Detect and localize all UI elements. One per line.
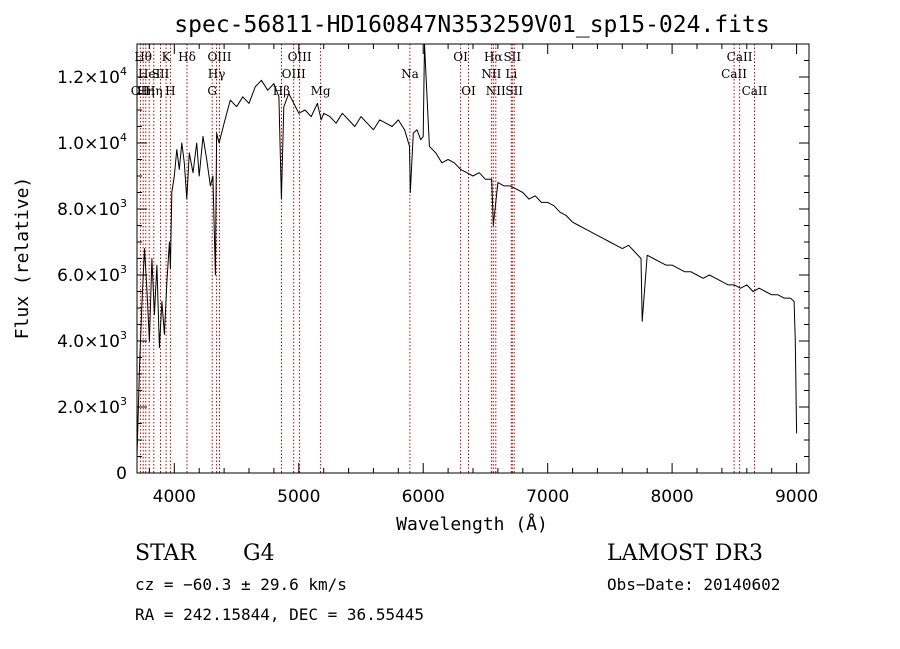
x-tick-label: 8000 (650, 487, 693, 507)
spectral-line-label: CaII (742, 84, 768, 98)
spectral-line-label: Hβ (273, 84, 290, 98)
spectral-line-label: OII (131, 84, 151, 98)
plot-frame (136, 43, 810, 474)
spectral-line-label: SII (503, 50, 521, 64)
y-tick-label: 0 (116, 464, 127, 484)
spectral-line-label: NII (486, 84, 506, 98)
coordinates-readout: RA = 242.15844, DEC = 36.55445 (135, 605, 424, 624)
spectral-line-label: Hη (145, 84, 163, 98)
spectral-line-label: OIII (207, 50, 231, 64)
chart-title: spec-56811-HD160847N353259V01_sp15-024.f… (174, 12, 769, 38)
object-subclass: G4 (243, 541, 275, 566)
x-axis: 4000 5000 6000 7000 8000 9000 (148, 44, 818, 507)
spectral-line-label: OI (453, 50, 468, 64)
x-tick-label: 9000 (775, 487, 818, 507)
x-tick-label: 6000 (402, 487, 445, 507)
spectral-line-label: Na (401, 67, 419, 81)
spectral-line-label: SII (152, 67, 170, 81)
spectrum-series-line (136, 43, 798, 457)
spectral-line-label: OIII (288, 50, 312, 64)
y-tick-label: 8.0×103 (57, 197, 127, 220)
spectral-line-label: Hη (137, 84, 155, 98)
spectral-line-labels: OIIHθHηHeIHηSIIKHHδGHγOIIIHβOIIIOIIIMgNa… (131, 50, 768, 98)
y-tick-label: 2.0×103 (57, 395, 127, 418)
spectral-line-label: CaII (727, 50, 753, 64)
redshift-readout: cz = −60.3 ± 29.6 km/s (135, 575, 347, 594)
y-axis-title: Flux (relative) (12, 177, 33, 340)
spectral-lines (139, 44, 755, 473)
spectral-line-label: CaII (721, 67, 747, 81)
spectral-line-label: Hα (484, 50, 503, 64)
spectral-line-label: OIII (282, 67, 306, 81)
y-tick-label: 1.0×104 (57, 131, 127, 154)
x-tick-label: 4000 (153, 487, 196, 507)
spectral-line-label: NII (481, 67, 501, 81)
y-tick-label: 6.0×103 (57, 263, 127, 286)
spectral-line-label: Li (505, 67, 517, 81)
y-tick-label: 4.0×103 (57, 329, 127, 352)
x-tick-label: 5000 (277, 487, 320, 507)
spectral-line-label: OI (461, 84, 476, 98)
x-tick-label: 7000 (526, 487, 569, 507)
object-class: STAR (135, 541, 197, 566)
spectral-line-label: Hδ (178, 50, 196, 64)
observation-date: Obs−Date: 20140602 (607, 575, 780, 594)
spectral-line-label: SII (505, 84, 523, 98)
spectral-line-label: H (165, 84, 175, 98)
spectral-line-label: Hγ (208, 67, 226, 81)
survey-name: LAMOST DR3 (607, 541, 763, 566)
y-axis: 0 2.0×103 4.0×103 6.0×103 8.0×103 1.0×104 1.2×… (57, 60, 809, 484)
y-tick-label: 1.2×104 (57, 65, 127, 88)
spectral-line-label: K (162, 50, 172, 64)
spectral-line-label: G (207, 84, 217, 98)
spectral-line-label: Mg (311, 84, 331, 98)
x-axis-title: Wavelength (Å) (396, 513, 548, 535)
